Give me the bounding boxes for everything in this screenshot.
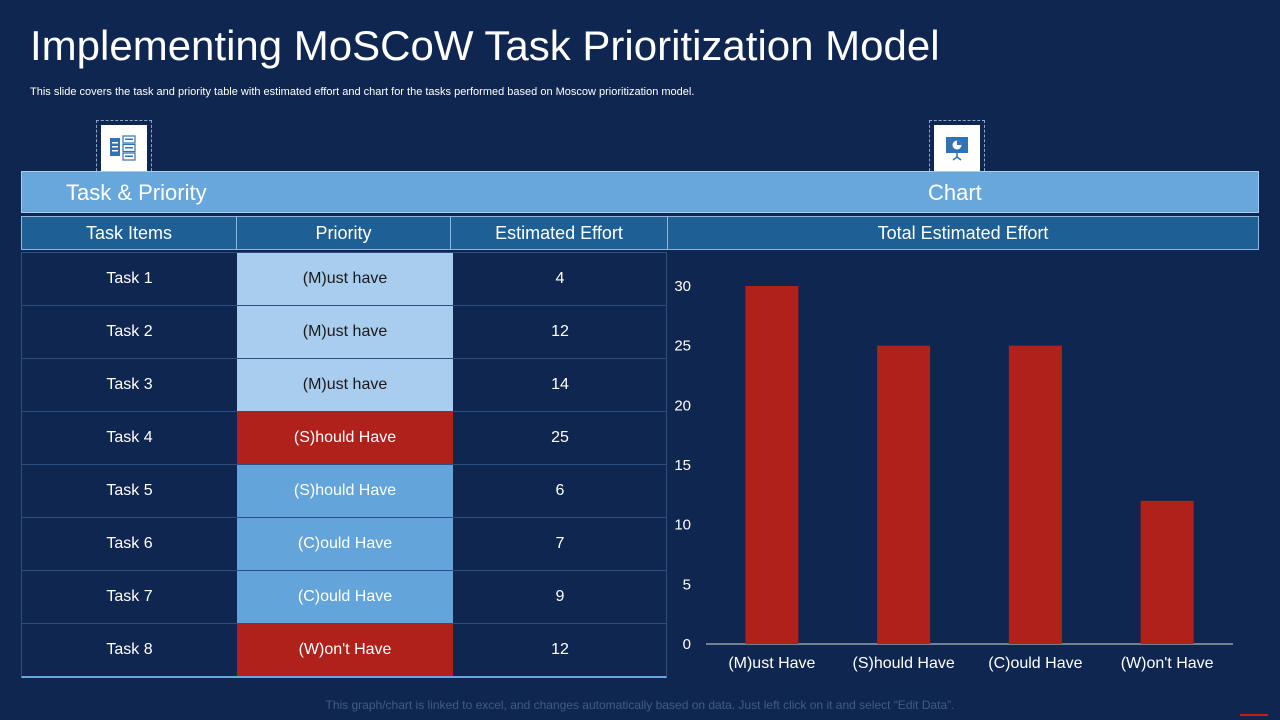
page-subtitle: This slide covers the task and priority … bbox=[30, 86, 695, 98]
y-tick-label: 10 bbox=[674, 517, 691, 534]
table-row: Task 3 (M)ust have 14 bbox=[22, 358, 667, 411]
task-item-cell: Task 2 bbox=[106, 323, 153, 340]
y-tick-label: 15 bbox=[674, 457, 691, 474]
priority-cell: (S)hould Have bbox=[237, 465, 453, 517]
priority-cell: (C)ould Have bbox=[237, 571, 453, 623]
chart-icon-frame bbox=[929, 120, 985, 176]
table-row: Task 4 (S)hould Have 25 bbox=[22, 411, 667, 464]
x-tick-label: (C)ould Have bbox=[988, 655, 1082, 672]
table-header-row: Task Items Priority Estimated Effort Tot… bbox=[21, 216, 1259, 250]
priority-cell: (M)ust have bbox=[237, 359, 453, 411]
y-tick-label: 25 bbox=[674, 338, 691, 355]
bar bbox=[745, 286, 799, 644]
y-tick-label: 30 bbox=[674, 278, 691, 295]
y-tick-label: 5 bbox=[683, 576, 691, 593]
task-priority-icon-frame bbox=[96, 120, 152, 176]
effort-chart: 0 5 10 15 20 25 30 (M)ust Have (S)hould Have (C)o… bbox=[668, 252, 1259, 678]
priority-cell: (M)ust have bbox=[237, 306, 453, 358]
presentation-board-icon bbox=[946, 137, 968, 161]
header-task-items: Task Items bbox=[22, 217, 237, 249]
y-tick-label: 20 bbox=[674, 397, 691, 414]
effort-cell: 12 bbox=[551, 641, 569, 658]
effort-cell: 9 bbox=[555, 588, 565, 605]
priority-cell: (C)ould Have bbox=[237, 518, 453, 570]
table-row: Task 2 (M)ust have 12 bbox=[22, 305, 667, 358]
effort-cell: 14 bbox=[551, 376, 569, 393]
y-tick-label: 0 bbox=[683, 636, 691, 653]
task-table: Task 1 (M)ust have 4 Task 2 (M)ust have 12 Tas… bbox=[21, 252, 667, 678]
task-item-cell: Task 3 bbox=[106, 376, 153, 393]
effort-cell: 12 bbox=[551, 323, 569, 340]
task-item-cell: Task 6 bbox=[106, 535, 153, 552]
table-row: Task 7 (C)ould Have 9 bbox=[22, 570, 667, 623]
corner-mark bbox=[1240, 714, 1268, 716]
effort-cell: 6 bbox=[555, 482, 565, 499]
bar-chart-svg: 0 5 10 15 20 25 30 (M)ust Have (S)hould Have (C)o… bbox=[674, 278, 1233, 672]
x-tick-label: (M)ust Have bbox=[728, 655, 815, 672]
section-header-band: Task & Priority Chart bbox=[21, 171, 1259, 213]
task-priority-label: Task & Priority bbox=[66, 180, 207, 205]
table-row: Task 6 (C)ould Have 7 bbox=[22, 517, 667, 570]
task-item-cell: Task 5 bbox=[106, 482, 153, 499]
table-row: Task 8 (W)on't Have 12 bbox=[22, 623, 667, 676]
document-list-icon bbox=[110, 135, 136, 161]
bar bbox=[877, 345, 931, 644]
header-total-estimated-effort: Total Estimated Effort bbox=[877, 223, 1049, 243]
task-item-cell: Task 4 bbox=[106, 429, 153, 446]
task-item-cell: Task 7 bbox=[106, 588, 153, 605]
table-row: Task 5 (S)hould Have 6 bbox=[22, 464, 667, 517]
x-tick-label: (W)on't Have bbox=[1121, 655, 1214, 672]
header-priority: Priority bbox=[237, 217, 451, 249]
bar bbox=[1008, 345, 1062, 644]
priority-cell: (S)hould Have bbox=[237, 412, 453, 464]
x-tick-label: (S)hould Have bbox=[852, 655, 954, 672]
priority-cell: (W)on't Have bbox=[237, 624, 453, 676]
effort-cell: 7 bbox=[555, 535, 565, 552]
effort-cell: 4 bbox=[555, 270, 565, 287]
chart-label: Chart bbox=[928, 180, 982, 205]
page-title: Implementing MoSCoW Task Prioritization … bbox=[30, 22, 940, 69]
priority-cell: (M)ust have bbox=[237, 253, 453, 305]
table-row: Task 1 (M)ust have 4 bbox=[22, 252, 667, 305]
task-item-cell: Task 1 bbox=[106, 270, 153, 287]
effort-cell: 25 bbox=[551, 429, 569, 446]
header-estimated-effort: Estimated Effort bbox=[451, 217, 668, 249]
footer-note: This graph/chart is linked to excel, and… bbox=[325, 698, 955, 712]
task-item-cell: Task 8 bbox=[106, 641, 153, 658]
bar bbox=[1140, 500, 1194, 644]
